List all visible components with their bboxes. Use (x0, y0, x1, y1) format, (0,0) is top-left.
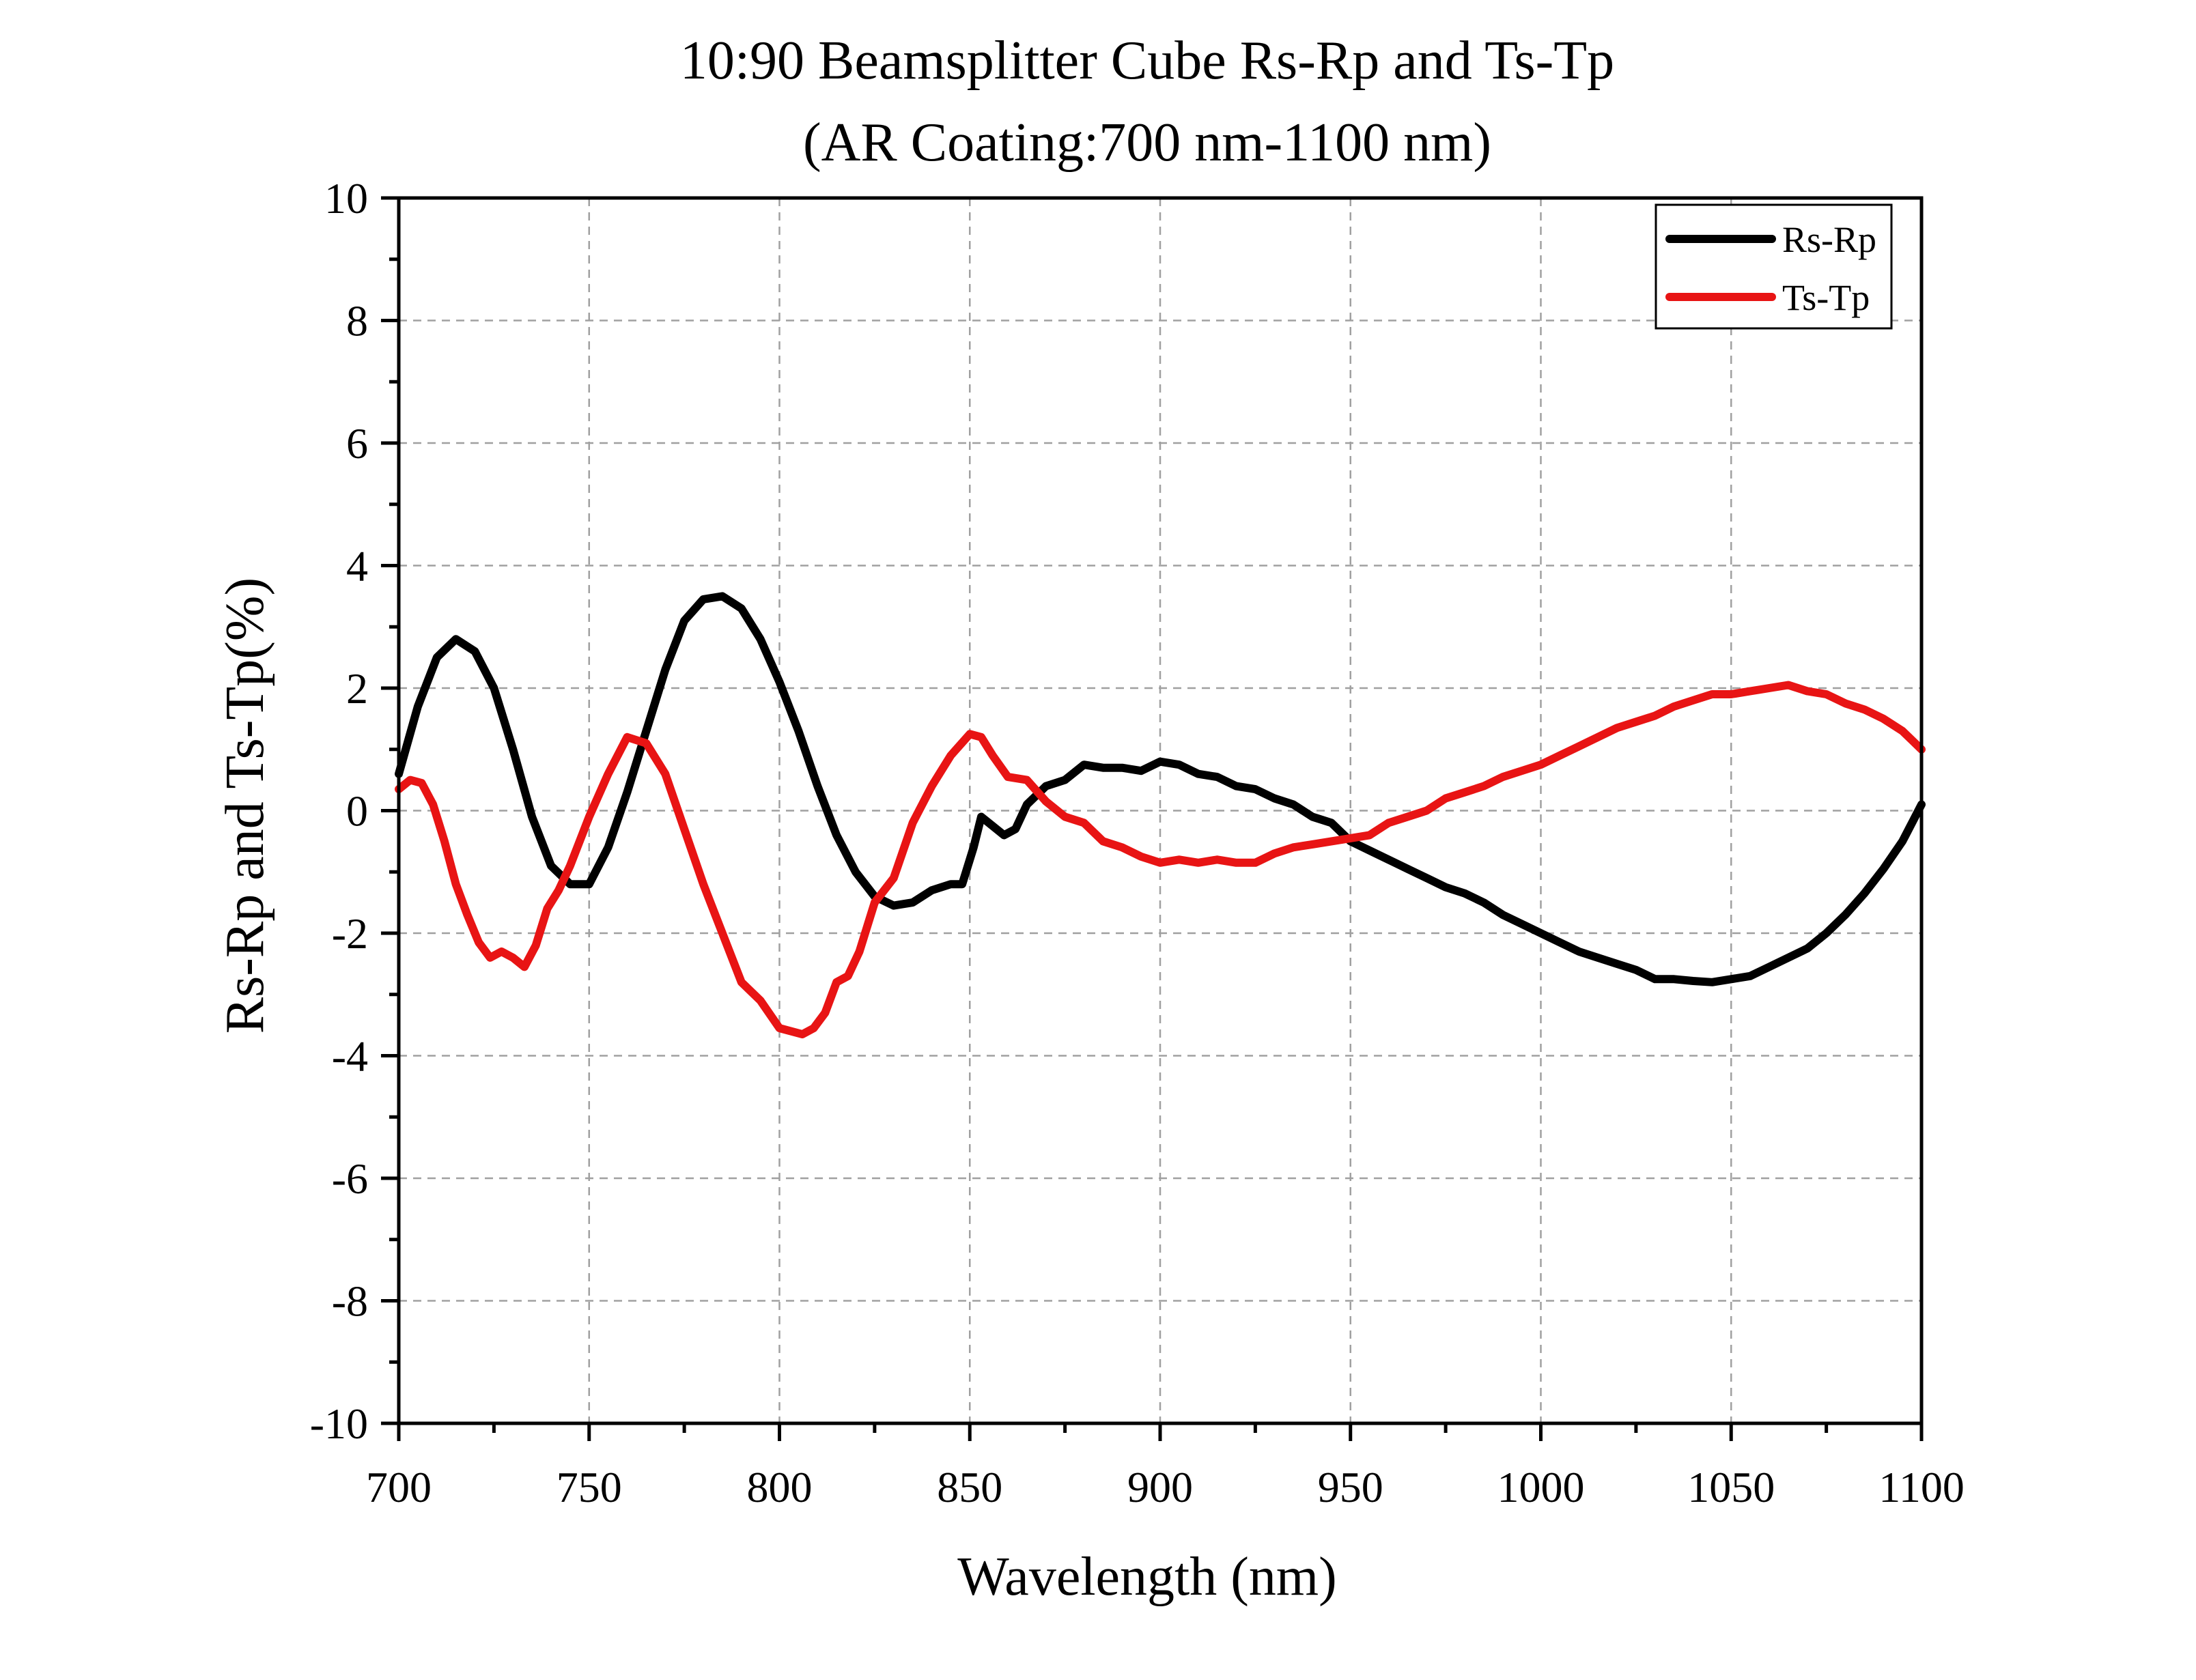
series-line-ts-tp (395, 681, 1926, 1039)
x-tick-label: 1100 (1878, 1463, 1965, 1511)
legend-label-ts-tp: Ts-Tp (1782, 277, 1870, 318)
y-tick-label: 10 (324, 174, 368, 223)
x-tick-label: 800 (747, 1463, 813, 1511)
x-tick-label: 750 (557, 1463, 622, 1511)
legend: Rs-Rp Ts-Tp (1655, 203, 1893, 330)
series-layer (395, 592, 1926, 1039)
x-tick-label: 700 (366, 1463, 432, 1511)
y-tick-label: -2 (332, 909, 368, 958)
y-tick-label: 0 (346, 787, 368, 836)
chart-subtitle: (AR Coating:700 nm-1100 nm) (803, 113, 1491, 173)
y-tick-label: 4 (346, 542, 368, 590)
y-tick-label: -8 (332, 1277, 368, 1326)
y-tick-labels: -10 -8 -6 -4 -2 0 2 4 6 8 10 (310, 174, 368, 1448)
chart-title: 10:90 Beamsplitter Cube Rs-Rp and Ts-Tp (680, 31, 1614, 91)
x-tick-label: 1000 (1497, 1463, 1585, 1511)
y-tick-label: 6 (346, 419, 368, 468)
x-tick-label: 900 (1127, 1463, 1193, 1511)
x-tick-label: 850 (937, 1463, 1002, 1511)
series-line-rs-rp (395, 592, 1926, 986)
grid (399, 198, 1922, 1423)
y-tick-label: -10 (310, 1399, 368, 1448)
x-tick-labels: 700 750 800 850 900 950 1000 1050 1100 (366, 1463, 1965, 1511)
legend-label-rs-rp: Rs-Rp (1782, 219, 1876, 260)
y-axis-label: Rs-Rp and Ts-Tp(%) (215, 578, 275, 1034)
y-tick-label: 2 (346, 664, 368, 713)
y-tick-label: -6 (332, 1154, 368, 1203)
x-tick-label: 1050 (1687, 1463, 1775, 1511)
y-tick-label: 8 (346, 297, 368, 345)
legend-box (1655, 203, 1893, 330)
x-axis-label: Wavelength (nm) (957, 1547, 1337, 1607)
axes (381, 196, 1924, 1441)
x-tick-label: 950 (1318, 1463, 1383, 1511)
y-tick-label: -4 (332, 1032, 368, 1081)
